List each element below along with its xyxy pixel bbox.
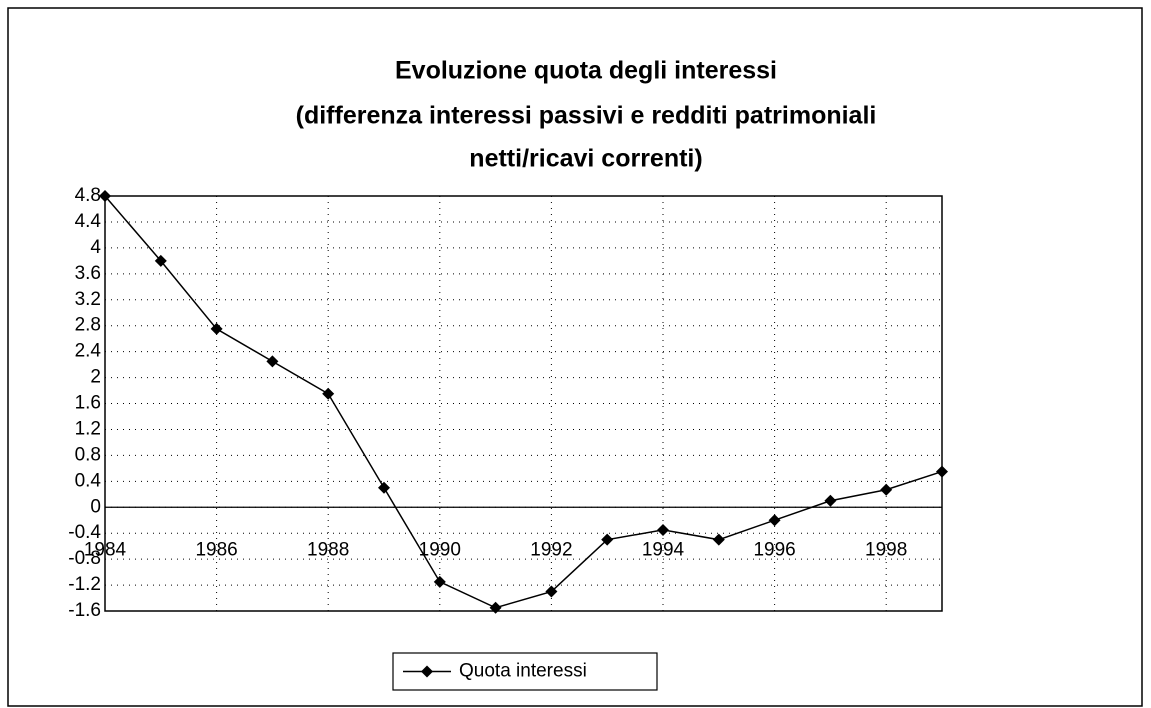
chart-title: (differenza interessi passivi e redditi … [296, 102, 877, 130]
y-tick-label: 3.2 [75, 289, 101, 310]
point [545, 585, 558, 598]
point [601, 533, 614, 546]
y-tick-label: -1.6 [68, 600, 101, 621]
x-tick-label: 1996 [753, 539, 795, 560]
y-tick-label: -0.4 [68, 522, 101, 543]
point [768, 514, 781, 527]
point [378, 481, 390, 494]
legend-label: Quota interessi [459, 661, 587, 682]
x-tick-label: 1994 [642, 539, 685, 560]
point [880, 483, 893, 496]
point [266, 355, 279, 368]
point [489, 601, 502, 614]
y-tick-label: 3.6 [75, 263, 101, 284]
y-tick-label: 4.4 [75, 211, 102, 232]
x-tick-label: 1984 [84, 539, 127, 560]
y-tick-label: -0.8 [68, 548, 101, 569]
x-tick-label: 1986 [195, 539, 237, 560]
legend-box [392, 652, 658, 691]
chart-frame [7, 7, 1143, 707]
x-tick-label: 1990 [419, 539, 461, 560]
point [99, 190, 111, 202]
y-tick-label: -1.2 [68, 574, 101, 595]
legend-marker [421, 665, 433, 678]
y-tick-label: 1.2 [75, 418, 101, 439]
line [104, 195, 943, 609]
chart-title: netti/ricavi correnti) [469, 145, 702, 173]
chart-title: Evoluzione quota degli interessi [395, 57, 777, 85]
point [657, 523, 669, 536]
point [433, 575, 446, 588]
y-tick-label: 2 [90, 367, 101, 388]
y-tick-label: 1.6 [75, 393, 101, 414]
y-tick-label: 4 [90, 237, 101, 258]
x-tick-label: 1992 [530, 539, 572, 560]
y-tick-label: 2.8 [75, 315, 101, 336]
y-tick-label: 0 [90, 496, 101, 517]
point [936, 465, 948, 478]
point [824, 494, 837, 507]
point [322, 387, 335, 400]
y-tick-label: 0.8 [75, 444, 101, 465]
point [712, 533, 725, 546]
point [210, 322, 223, 335]
x-tick-label: 1998 [865, 539, 907, 560]
y-tick-label: 4.8 [75, 185, 101, 206]
x-tick-label: 1988 [307, 539, 349, 560]
point [154, 254, 167, 267]
y-tick-label: 0.4 [75, 470, 102, 491]
y-tick-label: 2.4 [75, 341, 102, 362]
